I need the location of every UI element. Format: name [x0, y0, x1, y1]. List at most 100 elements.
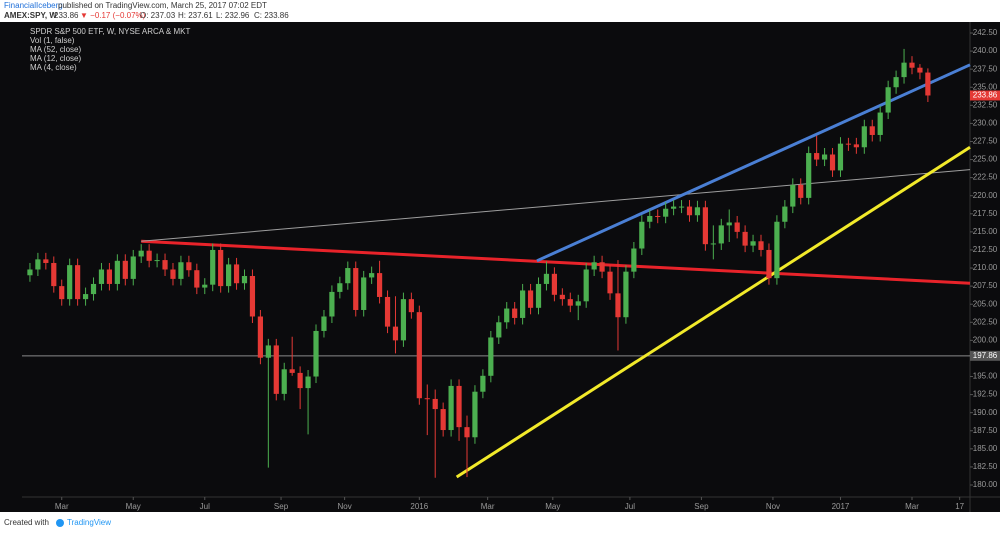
candle-body — [599, 262, 605, 272]
candle-body — [551, 273, 558, 295]
x-tick-label: Mar — [481, 502, 495, 511]
legend-entry: MA (12, close) — [30, 54, 81, 63]
candle-body — [297, 372, 303, 389]
candle-body — [774, 221, 780, 279]
candle-body — [575, 301, 581, 306]
y-tick-label: 205.00 — [973, 299, 998, 308]
candle-body — [520, 290, 526, 318]
candle-body — [917, 67, 923, 73]
candle-body — [265, 345, 271, 358]
price: 233.86 — [54, 11, 79, 20]
y-tick-label: 207.50 — [973, 281, 998, 290]
candle-body — [750, 241, 756, 246]
candle-body — [853, 144, 859, 148]
candle-body — [146, 250, 152, 261]
x-tick-label: Mar — [55, 502, 69, 511]
symbol: AMEX:SPY, W — [4, 11, 57, 20]
candle-body — [178, 262, 184, 279]
candle-body — [273, 345, 279, 394]
candle-body — [861, 126, 867, 148]
candle-body — [329, 291, 335, 317]
candle-body — [130, 256, 136, 279]
y-tick-label: 195.00 — [973, 372, 998, 381]
change: ▼ −0.17 (−0.07%) — [80, 11, 146, 20]
candle-body — [615, 293, 621, 318]
brand[interactable]: TradingView — [67, 518, 111, 527]
y-tick-label: 180.00 — [973, 480, 998, 489]
candle-body — [321, 316, 327, 331]
candle-body — [75, 265, 81, 300]
last-price-box — [970, 90, 1000, 101]
candle-body — [337, 283, 343, 292]
y-tick-label: 242.50 — [973, 28, 998, 37]
x-tick-label: Nov — [766, 502, 780, 511]
candle-body — [464, 427, 470, 438]
hline-label-box — [970, 350, 1000, 361]
candle-body — [686, 206, 693, 216]
candle-body — [512, 308, 518, 318]
candle-body — [67, 265, 73, 300]
candle-body — [639, 221, 645, 249]
y-tick-label: 192.50 — [973, 390, 998, 399]
author[interactable]: FinancialIceberg — [4, 1, 63, 10]
low-value: L: 232.96 — [216, 11, 250, 20]
x-tick-label: May — [545, 502, 560, 511]
candle-body — [400, 299, 407, 341]
candle-body — [369, 273, 375, 278]
candle-body — [384, 296, 391, 327]
candle-body — [821, 154, 828, 160]
candle-body — [535, 283, 542, 308]
candle-body — [35, 259, 41, 270]
candle-body — [488, 337, 494, 376]
candle-body — [448, 385, 454, 431]
candle-body — [361, 277, 367, 310]
candle-body — [98, 269, 105, 284]
candle-body — [82, 294, 89, 300]
y-tick-label: 215.00 — [973, 227, 998, 236]
candle-body — [623, 271, 629, 318]
published: published on TradingView.com, March 25, … — [58, 1, 267, 10]
last-price-label: 233.86 — [973, 91, 998, 100]
candle-body — [432, 398, 438, 410]
candle-body — [583, 269, 589, 302]
candle-body — [27, 269, 33, 276]
x-tick-label: 2016 — [410, 502, 428, 511]
x-tick-label: Sep — [694, 502, 709, 511]
candle-body — [591, 262, 597, 270]
y-tick-label: 232.50 — [973, 100, 998, 109]
y-tick-label: 210.00 — [973, 263, 998, 272]
candle-body — [424, 398, 430, 400]
y-tick-label: 185.00 — [973, 444, 998, 453]
candle-body — [766, 249, 772, 279]
y-tick-label: 190.00 — [973, 408, 998, 417]
candle-body — [758, 241, 764, 250]
candle-body — [631, 248, 637, 272]
y-tick-label: 222.50 — [973, 173, 998, 182]
candle-body — [607, 271, 613, 294]
x-tick-label: 2017 — [832, 502, 850, 511]
candle-body — [671, 206, 677, 209]
created-with: Created with — [4, 518, 49, 527]
candle-body — [885, 87, 891, 113]
candle-body — [186, 262, 192, 271]
candle-body — [313, 330, 319, 377]
candle-body — [218, 249, 224, 287]
candle-body — [877, 112, 883, 135]
candle-body — [472, 391, 478, 438]
candle-body — [480, 375, 486, 392]
candle-body — [106, 269, 113, 284]
candle-body — [663, 208, 669, 217]
candle-body — [869, 126, 875, 135]
close-value: C: 233.86 — [254, 11, 289, 20]
candle-body — [734, 222, 740, 232]
candle-body — [51, 262, 57, 287]
candle-body — [43, 259, 49, 263]
y-tick-label: 227.50 — [973, 137, 998, 146]
candle-body — [702, 207, 708, 245]
candle-body — [122, 260, 128, 279]
candle-body — [678, 206, 685, 208]
candle-body — [798, 184, 804, 198]
candle-body — [114, 260, 120, 284]
candle-body — [814, 153, 820, 160]
